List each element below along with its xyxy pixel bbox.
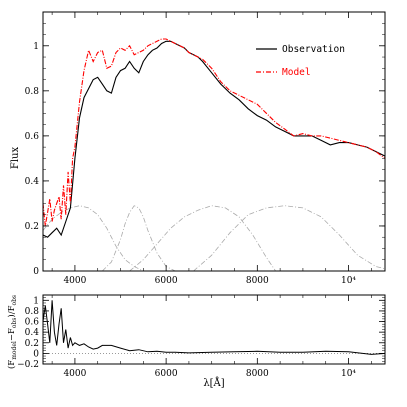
x-axis-label: λ[Å] xyxy=(203,377,224,389)
residual-y-axis-label: (Fmodel−Fobs)/Fobs xyxy=(6,295,18,369)
bottom-y-tick-label: 0.8 xyxy=(25,307,40,317)
top-y-tick-label: 0.4 xyxy=(25,177,40,187)
top-x-tick-label: 6000 xyxy=(155,276,178,286)
top-y-tick-label: 0 xyxy=(33,267,39,277)
bottom-plot-frame xyxy=(42,294,386,365)
bottom-y-tick-label: 0.6 xyxy=(25,318,40,328)
top-x-tick-label: 4000 xyxy=(63,276,86,286)
bottom-x-tick-label: 4000 xyxy=(63,369,86,379)
top-y-tick-label: 0.6 xyxy=(25,132,40,142)
observation-line xyxy=(43,40,385,238)
residual-line xyxy=(43,300,385,355)
bottom-x-tick-label: 6000 xyxy=(155,369,178,379)
bottom-y-tick-label: 0.2 xyxy=(25,339,39,349)
legend-observation-label: Observation xyxy=(282,44,345,55)
top-x-tick-label: 10⁴ xyxy=(341,276,356,286)
component-curve-3 xyxy=(129,205,276,271)
component-curve-4 xyxy=(193,205,385,271)
top-y-tick-label: 0.8 xyxy=(25,87,40,97)
bottom-axis-ticks: 4000 6000 8000 10⁴ −0.200.20.40.60.81 xyxy=(17,294,385,379)
data-lines xyxy=(43,38,385,238)
legend: Observation Model xyxy=(256,44,345,78)
bottom-x-tick-label: 10⁴ xyxy=(341,369,356,379)
bottom-y-tick-label: 1 xyxy=(33,296,39,306)
top-axis-ticks: 4000 6000 8000 10⁴ 0 0.2 0.4 0.6 0.8 1 xyxy=(25,11,385,286)
top-y-tick-label: 0.2 xyxy=(25,222,39,232)
top-y-tick-label: 1 xyxy=(33,42,39,52)
y-axis-label: Flux xyxy=(10,147,21,170)
component-curve-2 xyxy=(102,205,176,271)
top-plot-frame xyxy=(42,11,386,272)
residual-line xyxy=(43,300,385,355)
bottom-y-tick-label: 0.4 xyxy=(25,328,40,338)
top-x-tick-label: 8000 xyxy=(246,276,269,286)
model-line xyxy=(43,38,385,227)
legend-model-label: Model xyxy=(282,67,311,78)
component-curve-1 xyxy=(43,205,144,271)
bottom-y-tick-label: −0.2 xyxy=(17,360,39,370)
bottom-y-tick-label: 0 xyxy=(33,349,39,359)
top-panel: 4000 6000 8000 10⁴ 0 0.2 0.4 0.6 0.8 1 Flux Obser… xyxy=(10,11,386,286)
component-curves xyxy=(43,205,385,271)
bottom-x-tick-label: 8000 xyxy=(246,369,269,379)
bottom-panel: 4000 6000 8000 10⁴ −0.200.20.40.60.81 λ[Å] (… xyxy=(6,294,386,389)
